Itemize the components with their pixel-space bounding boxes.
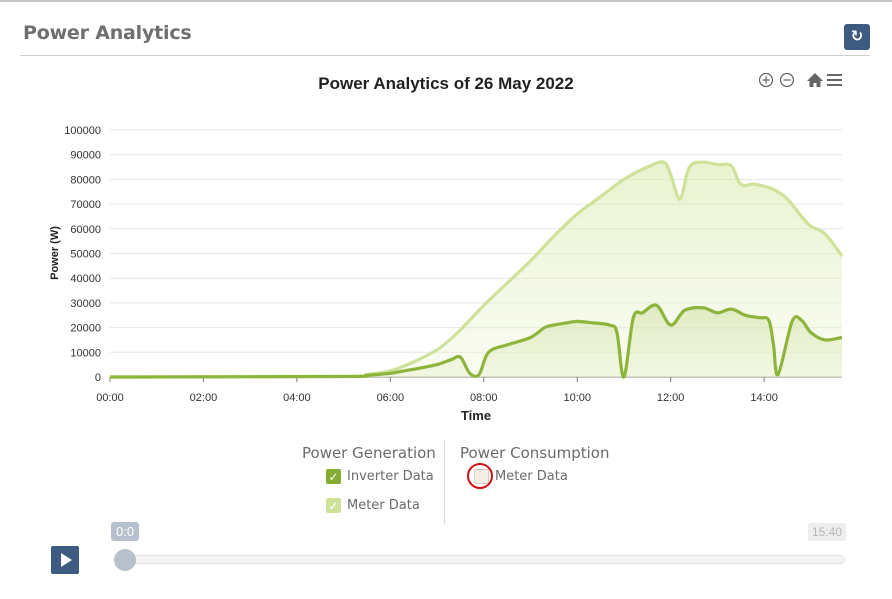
inverter-data-checkbox[interactable]: ✓ Inverter Data [326, 469, 434, 484]
y-tick-label: 50000 [70, 249, 101, 261]
x-tick-label: 02:00 [190, 392, 218, 404]
refresh-button[interactable]: ↻ [844, 24, 870, 50]
check-icon: ✓ [326, 498, 341, 513]
x-tick-label: 00:00 [96, 392, 124, 404]
panel-title: Power Analytics [23, 22, 192, 44]
meter-data-consumption-checkbox[interactable]: Meter Data [474, 469, 568, 484]
legend-divider [444, 440, 445, 524]
play-button[interactable] [51, 546, 79, 574]
x-axis-ticks: 00:00 02:00 04:00 06:00 08:00 10:00 12:00 14:00 [96, 376, 842, 404]
inverter-data-label: Inverter Data [347, 469, 434, 484]
home-button[interactable] [807, 73, 823, 87]
slider-start-label: 0:0 [111, 522, 140, 541]
y-tick-label: 0 [95, 372, 101, 384]
chart-title: Power Analytics of 26 May 2022 [318, 74, 573, 93]
y-tick-label: 70000 [70, 199, 101, 211]
y-tick-label: 90000 [70, 150, 101, 162]
meter-data-consumption-label: Meter Data [495, 469, 568, 484]
x-tick-label: 12:00 [657, 392, 685, 404]
y-axis-ticks: 0 10000 20000 30000 40000 50000 60000 70000 8000… [64, 125, 101, 384]
chart-series [109, 160, 844, 379]
y-axis-label: Power (W) [49, 226, 61, 280]
x-tick-label: 08:00 [470, 392, 498, 404]
y-tick-label: 10000 [70, 347, 101, 359]
zoom-in-icon [758, 72, 774, 88]
header-divider [20, 55, 870, 56]
zoom-in-button[interactable] [758, 72, 774, 88]
meter-data-generation-label: Meter Data [347, 498, 420, 513]
y-tick-label: 100000 [64, 125, 101, 137]
x-tick-label: 06:00 [377, 392, 405, 404]
meter-data-line [109, 160, 844, 379]
power-consumption-title: Power Consumption [460, 444, 610, 462]
y-tick-label: 30000 [70, 298, 101, 310]
x-tick-label: 04:00 [283, 392, 311, 404]
y-tick-label: 40000 [70, 273, 101, 285]
inverter-data-area [110, 305, 842, 378]
power-chart: Power Analytics of 26 May 2022 0 10000 200… [49, 72, 844, 423]
top-border [0, 0, 892, 2]
refresh-icon: ↻ [850, 28, 864, 45]
zoom-out-button[interactable] [779, 72, 795, 88]
y-tick-label: 80000 [70, 174, 101, 186]
play-icon [61, 553, 72, 567]
zoom-out-icon [779, 72, 795, 88]
y-tick-label: 20000 [70, 323, 101, 335]
unchecked-box-icon [474, 469, 489, 484]
x-tick-label: 10:00 [563, 392, 591, 404]
menu-icon [827, 74, 842, 86]
check-icon: ✓ [326, 469, 341, 484]
time-slider-handle[interactable] [114, 549, 136, 571]
slider-end-label: 15:40 [808, 523, 847, 541]
power-generation-title: Power Generation [302, 444, 436, 462]
meter-data-generation-checkbox[interactable]: ✓ Meter Data [326, 498, 420, 513]
inverter-data-line [109, 303, 843, 379]
menu-button[interactable] [827, 74, 842, 86]
x-tick-label: 14:00 [750, 392, 778, 404]
home-icon [807, 73, 823, 87]
y-tick-label: 60000 [70, 224, 101, 236]
time-slider-track[interactable] [114, 555, 845, 564]
x-axis-label: Time [461, 408, 491, 423]
